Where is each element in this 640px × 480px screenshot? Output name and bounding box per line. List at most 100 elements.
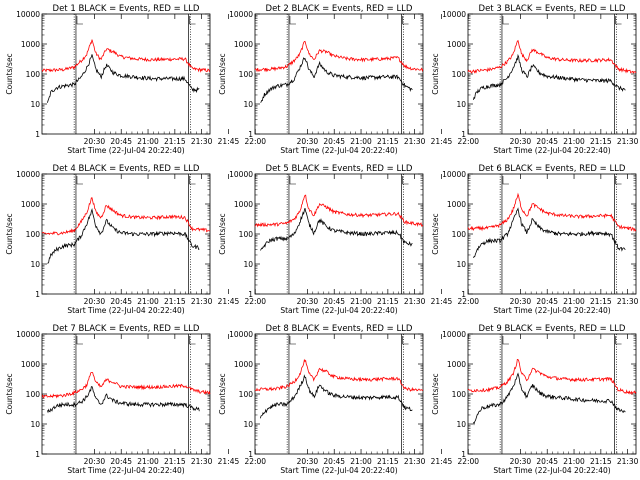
y-tick-label: 10	[243, 100, 253, 109]
y-axis-label: Counts/sec	[5, 213, 14, 254]
panel-title: Det 6 BLACK = Events, RED = LLD	[479, 164, 626, 174]
x-tick-label: 20:30	[84, 457, 106, 466]
x-tick-label: 22:00	[244, 297, 266, 306]
y-tick-label: 100	[239, 390, 254, 399]
y-axis-label: Counts/sec	[431, 53, 440, 94]
x-tick-label: 20:45	[536, 137, 558, 146]
events-series-line	[47, 54, 200, 103]
x-tick-label: 21:30	[191, 297, 213, 306]
y-tick-label: 1000	[21, 360, 40, 369]
x-axis-label: Start Time (22-Jul-04 20:22:40)	[280, 466, 397, 475]
x-tick-label: 21:00	[350, 137, 372, 146]
x-tick-label: 21:15	[164, 297, 186, 306]
panel-title: Det 4 BLACK = Events, RED = LLD	[53, 164, 200, 174]
x-tick-label: 21:00	[137, 297, 159, 306]
interval-marker	[76, 176, 83, 185]
y-tick-label: 1	[461, 290, 466, 299]
interval-marker	[615, 16, 622, 25]
events-series-line	[260, 207, 413, 251]
y-tick-label: 1000	[447, 360, 466, 369]
x-tick-label: 21:00	[350, 457, 372, 466]
x-tick-label: 21:45	[431, 137, 453, 146]
y-tick-label: 100	[26, 70, 41, 79]
lld-series-line	[41, 39, 211, 73]
x-tick-label: 21:30	[191, 457, 213, 466]
panel-title: Det 1 BLACK = Events, RED = LLD	[53, 4, 200, 14]
events-series-line	[260, 374, 413, 419]
y-tick-label: 100	[239, 70, 254, 79]
events-series-line	[473, 372, 626, 426]
y-tick-label: 1000	[234, 360, 253, 369]
x-tick-label: 21:00	[350, 297, 372, 306]
interval-marker	[502, 176, 509, 185]
x-tick-label: 20:30	[510, 137, 532, 146]
y-tick-label: 100	[452, 230, 467, 239]
y-tick-label: 1	[248, 130, 253, 139]
events-series-line	[260, 57, 413, 103]
x-axis-label: Start Time (22-Jul-04 20:22:40)	[67, 466, 184, 475]
x-tick-label: 20:45	[323, 297, 345, 306]
x-tick-label: 20:30	[510, 457, 532, 466]
lld-series-line	[41, 197, 211, 236]
x-tick-label: 21:45	[431, 297, 453, 306]
y-axis-label: Counts/sec	[431, 213, 440, 254]
y-tick-label: 10000	[229, 170, 253, 179]
x-tick-label: 21:15	[164, 457, 186, 466]
y-tick-label: 10000	[229, 330, 253, 339]
x-tick-label: 20:30	[84, 137, 106, 146]
x-tick-label: 21:15	[590, 137, 612, 146]
y-tick-label: 10	[456, 100, 466, 109]
y-axis-label: Counts/sec	[5, 373, 14, 414]
x-tick-label: 20:30	[84, 297, 106, 306]
interval-marker	[402, 176, 409, 185]
plot-frame	[467, 333, 637, 455]
interval-marker	[289, 176, 296, 185]
x-tick-label: 21:15	[590, 297, 612, 306]
interval-marker	[76, 16, 83, 25]
x-axis-label: Start Time (22-Jul-04 20:22:40)	[493, 146, 610, 155]
x-tick-label: 20:30	[297, 457, 319, 466]
lld-series-line	[467, 39, 637, 74]
x-axis-label: Start Time (22-Jul-04 20:22:40)	[280, 146, 397, 155]
y-tick-label: 10000	[16, 330, 40, 339]
interval-marker	[502, 16, 509, 25]
panel-det-1: Det 1 BLACK = Events, RED = LLD 1 10 100 100…	[5, 4, 266, 155]
panel-title: Det 3 BLACK = Events, RED = LLD	[479, 4, 626, 14]
plot-frame	[254, 333, 424, 455]
y-tick-label: 10	[243, 260, 253, 269]
interval-marker	[289, 16, 296, 25]
plot-frame	[41, 173, 211, 295]
x-tick-label: 21:15	[164, 137, 186, 146]
x-tick-label: 22:00	[457, 457, 479, 466]
y-tick-label: 10000	[442, 330, 466, 339]
interval-marker	[502, 336, 509, 345]
x-tick-label: 20:30	[510, 297, 532, 306]
x-axis-label: Start Time (22-Jul-04 20:22:40)	[280, 306, 397, 315]
panel-det-2: Det 2 BLACK = Events, RED = LLD 1 10 100 100…	[218, 4, 479, 155]
x-tick-label: 21:00	[563, 457, 585, 466]
y-tick-label: 10	[456, 420, 466, 429]
interval-marker	[289, 336, 296, 345]
x-tick-label: 21:00	[563, 297, 585, 306]
interval-marker	[189, 16, 196, 25]
lld-series-line	[254, 358, 424, 392]
y-tick-label: 10	[243, 420, 253, 429]
y-tick-label: 10	[30, 420, 40, 429]
y-axis-label: Counts/sec	[431, 373, 440, 414]
x-tick-label: 21:15	[377, 137, 399, 146]
panel-det-6: Det 6 BLACK = Events, RED = LLD 1 10 100 100…	[431, 164, 639, 315]
y-tick-label: 10000	[16, 10, 40, 19]
events-series-line	[47, 207, 200, 264]
y-tick-label: 1000	[21, 200, 40, 209]
x-tick-label: 22:00	[244, 457, 266, 466]
x-tick-label: 21:30	[404, 297, 426, 306]
y-tick-label: 100	[26, 390, 41, 399]
plot-frame	[41, 13, 211, 135]
x-tick-label: 21:45	[431, 457, 453, 466]
x-tick-label: 20:45	[536, 297, 558, 306]
y-tick-label: 10000	[16, 170, 40, 179]
panel-title: Det 5 BLACK = Events, RED = LLD	[266, 164, 413, 174]
x-tick-label: 21:30	[617, 297, 639, 306]
y-tick-label: 100	[239, 230, 254, 239]
